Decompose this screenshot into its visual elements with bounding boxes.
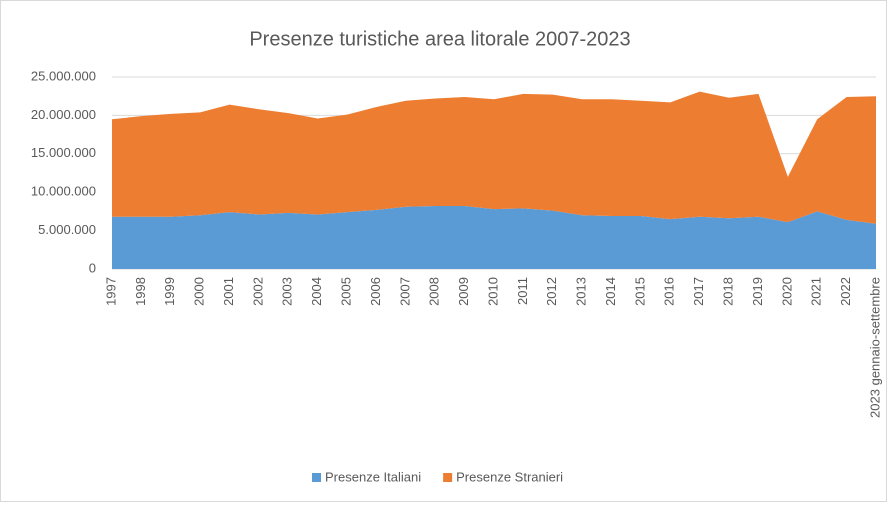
legend-label: Presenze Italiani — [325, 469, 421, 484]
x-tick-label: 2004 — [309, 277, 324, 306]
x-tick-label: 2006 — [368, 277, 383, 306]
x-tick-label: 2002 — [250, 277, 265, 306]
legend-label: Presenze Stranieri — [456, 469, 563, 484]
x-tick-label: 2018 — [721, 277, 736, 306]
x-tick-label: 2019 — [750, 277, 765, 306]
x-tick-label: 2001 — [221, 277, 236, 306]
x-tick-label: 2010 — [485, 277, 500, 306]
x-tick-label: 2013 — [574, 277, 589, 306]
y-tick-label: 0 — [89, 260, 96, 275]
x-tick-label: 2020 — [779, 277, 794, 306]
x-tick-label: 1998 — [133, 277, 148, 306]
y-tick-label: 15.000.000 — [31, 145, 96, 160]
x-tick-label: 2014 — [603, 277, 618, 306]
x-tick-label: 2017 — [691, 277, 706, 306]
x-tick-label: 2023 gennaio-settembre — [867, 277, 882, 418]
chart-title: Presenze turistiche area litorale 2007-2… — [249, 28, 630, 50]
x-tick-label: 2008 — [427, 277, 442, 306]
legend-swatch — [312, 473, 321, 482]
y-tick-label: 25.000.000 — [31, 68, 96, 83]
area — [112, 206, 876, 269]
x-tick-label: 2016 — [662, 277, 677, 306]
x-tick-label: 2007 — [397, 277, 412, 306]
x-tick-label: 2011 — [515, 277, 530, 305]
x-tick-label: 2009 — [456, 277, 471, 306]
x-tick-label: 2012 — [544, 277, 559, 306]
area — [112, 91, 876, 224]
x-tick-label: 1997 — [103, 277, 118, 306]
y-tick-label: 10.000.000 — [31, 184, 96, 199]
y-tick-label: 20.000.000 — [31, 107, 96, 122]
y-tick-label: 5.000.000 — [38, 222, 96, 237]
x-tick-label: 2003 — [280, 277, 295, 306]
x-tick-label: 2022 — [838, 277, 853, 306]
x-tick-label: 1999 — [162, 277, 177, 306]
x-tick-label: 2005 — [339, 277, 354, 306]
x-tick-label: 2000 — [192, 277, 207, 306]
x-tick-label: 2021 — [809, 277, 824, 306]
x-tick-label: 2015 — [632, 277, 647, 306]
legend-swatch — [443, 473, 453, 482]
